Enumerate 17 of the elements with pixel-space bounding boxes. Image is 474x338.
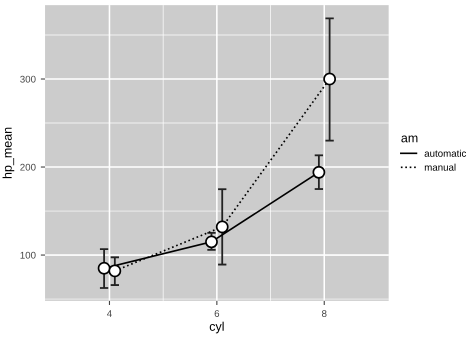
point bbox=[216, 220, 229, 234]
x-tick-label: 4 bbox=[106, 310, 112, 317]
y-tick-label: 300 bbox=[20, 76, 36, 83]
point bbox=[323, 72, 336, 86]
y-tick-label: 100 bbox=[20, 252, 36, 259]
x-tick-label: 6 bbox=[214, 310, 220, 317]
point bbox=[312, 166, 326, 179]
y-tick-label: 200 bbox=[20, 164, 36, 171]
y-axis-title: hp_mean bbox=[2, 128, 14, 178]
x-axis-title: cyl bbox=[210, 322, 224, 334]
point bbox=[205, 235, 218, 248]
point bbox=[98, 262, 110, 275]
legend-label: manual bbox=[424, 164, 456, 171]
legend-title: am bbox=[401, 136, 418, 142]
point bbox=[108, 264, 122, 278]
x-tick-label: 8 bbox=[322, 310, 327, 317]
legend-label: automatic bbox=[424, 150, 466, 157]
